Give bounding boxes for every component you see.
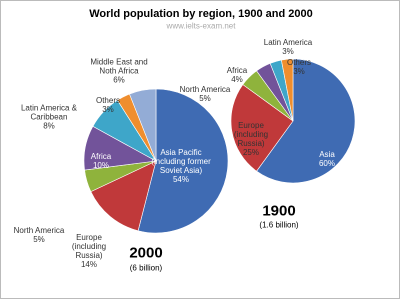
- value-label: 5%: [199, 94, 211, 103]
- category-label: Europe (including Russia): [71, 233, 107, 260]
- pie-slice: [129, 88, 157, 162]
- pie-slice: [256, 58, 356, 184]
- slice-label: Europe (including Russia) 25%: [224, 121, 279, 157]
- value-label: 10%: [92, 161, 109, 170]
- pie-title: 1900: [262, 202, 296, 220]
- pie-slice: [137, 88, 229, 234]
- category-label: Latin America: [263, 38, 313, 47]
- category-label: Middle East and Noth Africa: [90, 57, 148, 76]
- category-label: Africa: [226, 66, 248, 75]
- slice-label: Africa 4%: [217, 66, 257, 84]
- category-label: Others: [286, 58, 311, 67]
- category-label: Latin America & Caribbean: [20, 103, 78, 122]
- category-label: Asia: [319, 150, 335, 159]
- value-label: 4%: [231, 75, 243, 84]
- pie-subtitle: (6 billion): [129, 263, 163, 273]
- value-label: 60%: [318, 159, 335, 168]
- slice-label: Latin America & Caribbean 8%: [17, 104, 82, 131]
- slice-label: Middle East and Noth Africa 6%: [84, 58, 154, 85]
- category-label: North America: [13, 226, 65, 235]
- value-label: 5%: [33, 235, 45, 244]
- pie-slice: [281, 58, 294, 122]
- value-label: 14%: [80, 260, 97, 269]
- value-label: 3%: [102, 105, 114, 114]
- category-label: North America: [179, 85, 231, 94]
- slice-label: Asia Pacific (including former Soviet As…: [146, 148, 216, 184]
- slice-label: Europe (including Russia) 14%: [62, 233, 117, 269]
- category-label: Asia Pacific (including former Soviet As…: [151, 148, 211, 175]
- slice-label: Latin America 3%: [258, 38, 318, 56]
- category-label: Europe (including Russia): [233, 121, 269, 148]
- pie-slice: [230, 84, 294, 172]
- value-label: 8%: [43, 121, 55, 131]
- category-label: Africa: [90, 152, 112, 161]
- page-title: World population by region, 1900 and 200…: [89, 8, 313, 20]
- value-label: 25%: [242, 148, 259, 157]
- slice-label: Others 3%: [279, 58, 319, 76]
- value-label: 3%: [282, 47, 294, 56]
- value-label: 6%: [113, 75, 125, 85]
- pie-subtitle: (1.6 billion): [259, 220, 299, 230]
- pie-slice: [90, 160, 157, 232]
- slice-label: Africa 10%: [81, 152, 121, 170]
- slice-label: Others 3%: [88, 96, 128, 114]
- pie-title: 2000: [129, 244, 163, 262]
- slice-label: North America 5%: [175, 85, 235, 103]
- value-label: 54%: [172, 175, 189, 184]
- slice-label: North America 5%: [9, 226, 69, 244]
- slice-label: Asia 60%: [307, 150, 347, 168]
- category-label: Others: [95, 96, 120, 105]
- watermark: www.ielts-exam.net: [166, 21, 236, 31]
- value-label: 3%: [293, 67, 305, 76]
